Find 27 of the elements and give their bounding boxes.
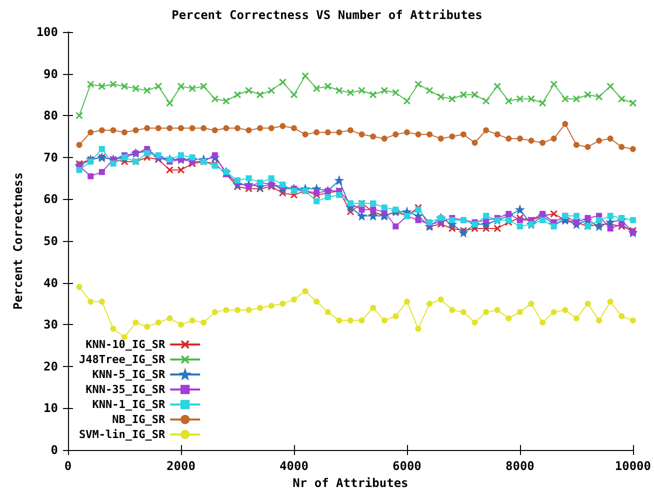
y-tick-label: 10 [44,401,58,416]
x-tick-label: 2000 [166,459,196,473]
x-tick-label: 0 [64,459,72,473]
x-axis-title: Nr of Attributes [292,476,408,490]
y-axis-title: Percent Correctness [11,172,25,310]
x-tick-label: 4000 [280,459,308,473]
legend-label: NB_IG_SR [112,413,166,426]
legend-label: KNN-10_IG_SR [86,338,166,351]
x-tick-label: 10000 [614,459,651,473]
legend-label: KNN-35_IG_SR [86,383,166,396]
y-tick-label: 60 [44,192,58,206]
y-tick-label: 100 [36,25,58,39]
legend-label: SVM-lin_IG_SR [79,428,166,441]
y-tick-label: 80 [44,108,58,123]
legend-label: KNN-1_IG_SR [92,398,166,411]
chart-title: Percent Correctness VS Number of Attributes [172,8,482,22]
y-tick-label: 50 [44,234,58,248]
x-tick-label: 8000 [506,459,534,473]
y-tick-label: 70 [44,150,58,164]
x-tick-label: 6000 [392,459,422,473]
legend-label: J48Tree_IG_SR [79,353,166,366]
legend-label: KNN-5_IG_SR [92,368,166,381]
y-tick-label: 20 [44,359,58,374]
y-tick-label: 0 [50,443,58,457]
y-tick-label: 40 [44,276,58,290]
y-tick-label: 30 [44,318,58,332]
y-tick-label: 90 [44,66,58,81]
